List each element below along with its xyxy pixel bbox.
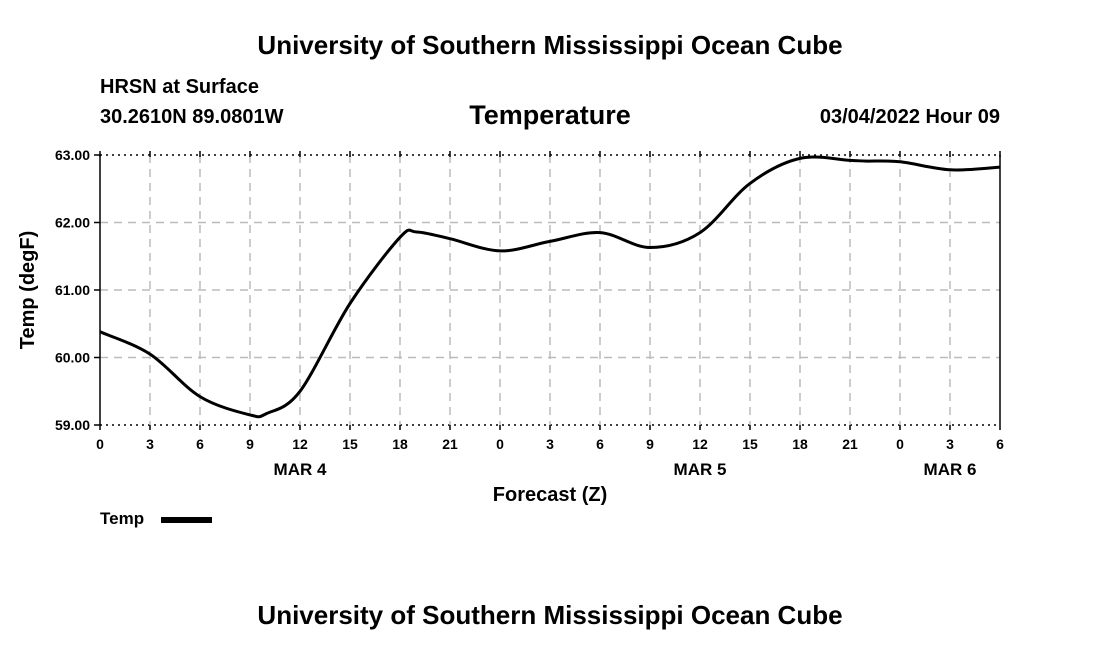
chart-title: Temperature bbox=[469, 100, 631, 130]
x-tick-label: 12 bbox=[292, 436, 308, 452]
x-tick-label: 3 bbox=[546, 436, 554, 452]
forecast-datetime: 03/04/2022 Hour 09 bbox=[819, 106, 1000, 128]
x-tick-label: 0 bbox=[96, 436, 104, 452]
x-tick-label: 15 bbox=[342, 436, 358, 452]
x-tick-label: 3 bbox=[146, 436, 154, 452]
station-coordinates: 30.2610N 89.0801W bbox=[100, 106, 284, 128]
x-tick-label: 0 bbox=[896, 436, 904, 452]
x-tick-label: 21 bbox=[842, 436, 858, 452]
x-tick-label: 18 bbox=[792, 436, 808, 452]
x-tick-label: 0 bbox=[496, 436, 504, 452]
y-tick-label: 61.00 bbox=[55, 282, 90, 298]
x-tick-label: 9 bbox=[646, 436, 654, 452]
x-tick-label: 9 bbox=[246, 436, 254, 452]
x-tick-label: 6 bbox=[196, 436, 204, 452]
x-tick-label: 3 bbox=[946, 436, 954, 452]
station-name: HRSN at Surface bbox=[100, 76, 259, 98]
y-tick-label: 60.00 bbox=[55, 350, 90, 366]
x-tick-label: 12 bbox=[692, 436, 708, 452]
footer-title: University of Southern Mississippi Ocean… bbox=[257, 600, 843, 630]
x-tick-label: 6 bbox=[996, 436, 1004, 452]
y-axis-label: Temp (degF) bbox=[17, 231, 39, 350]
y-tick-label: 63.00 bbox=[55, 147, 90, 163]
x-tick-label: 6 bbox=[596, 436, 604, 452]
date-label: MAR 4 bbox=[274, 460, 327, 479]
x-axis-label: Forecast (Z) bbox=[493, 484, 607, 506]
legend-label-temp: Temp bbox=[100, 509, 145, 528]
legend-swatch-temp bbox=[161, 517, 212, 523]
x-tick-label: 21 bbox=[442, 436, 458, 452]
x-tick-label: 15 bbox=[742, 436, 758, 452]
header-title: University of Southern Mississippi Ocean… bbox=[257, 30, 843, 60]
date-label: MAR 6 bbox=[924, 460, 977, 479]
series-line-temp bbox=[99, 155, 1001, 419]
y-tick-label: 62.00 bbox=[55, 215, 90, 231]
y-tick-label: 59.00 bbox=[55, 417, 90, 433]
date-label: MAR 5 bbox=[674, 460, 727, 479]
x-tick-label: 18 bbox=[392, 436, 408, 452]
